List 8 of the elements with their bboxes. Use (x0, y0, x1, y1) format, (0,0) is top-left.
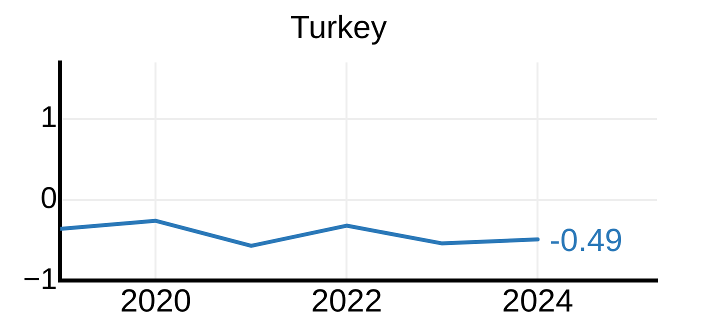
x-tick-label: 2022 (311, 282, 382, 319)
chart-title: Turkey (290, 9, 387, 46)
y-tick-label: 0 (40, 182, 58, 216)
x-tick-label: 2024 (502, 282, 574, 319)
x-tick-label: 2020 (120, 282, 192, 319)
y-tick-label: −1 (22, 262, 58, 296)
y-tick-label: 1 (40, 101, 58, 134)
data-label: -0.49 (550, 222, 623, 258)
